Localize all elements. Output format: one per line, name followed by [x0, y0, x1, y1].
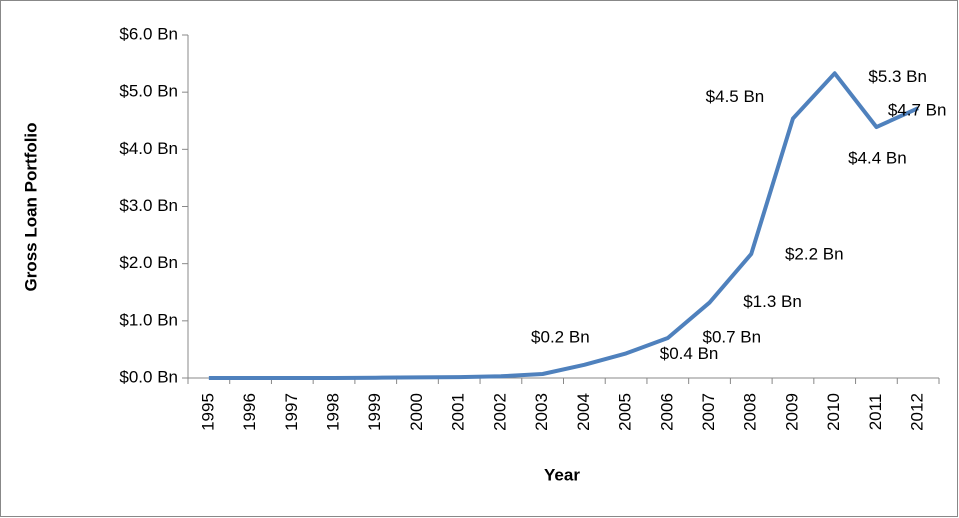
x-tick-label: 1995: [198, 393, 217, 431]
x-tick-label: 2010: [824, 393, 843, 431]
x-tick-label: 1996: [240, 393, 259, 431]
x-tick-label: 2001: [449, 393, 468, 431]
x-tick-label: 2012: [908, 393, 927, 431]
x-tick-label: 2002: [490, 393, 509, 431]
data-label: $4.4 Bn: [848, 149, 907, 168]
y-axis-title: Gross Loan Portfolio: [21, 122, 40, 291]
x-tick-label: 2000: [407, 393, 426, 431]
x-tick-label: 2011: [866, 394, 885, 431]
x-tick-label: 2005: [616, 393, 635, 431]
y-tick-label: $3.0 Bn: [119, 196, 178, 215]
x-tick-label: 2003: [532, 393, 551, 431]
x-axis-title: Year: [544, 465, 580, 484]
x-tick-label: 2007: [699, 393, 718, 431]
data-label: $1.3 Bn: [743, 292, 802, 311]
x-tick-label: 1997: [282, 393, 301, 431]
y-tick-label: $5.0 Bn: [119, 82, 178, 101]
y-tick-label: $1.0 Bn: [119, 310, 178, 329]
y-tick-label: $4.0 Bn: [119, 139, 178, 158]
x-tick-label: 1999: [365, 393, 384, 431]
data-label: $4.5 Bn: [706, 87, 765, 106]
y-tick-label: $0.0 Bn: [119, 367, 178, 386]
x-tick-label: 2008: [741, 393, 760, 431]
x-tick-label: 2004: [574, 393, 593, 431]
data-label: $5.3 Bn: [868, 67, 927, 86]
x-tick-label: 2006: [657, 393, 676, 431]
x-tick-label: 1998: [324, 393, 343, 431]
y-tick-label: $6.0 Bn: [119, 24, 178, 43]
y-tick-label: $2.0 Bn: [119, 253, 178, 272]
data-line: [208, 71, 919, 380]
data-label: $0.4 Bn: [660, 344, 719, 363]
data-label: $0.2 Bn: [531, 327, 590, 346]
x-tick-label: 2009: [782, 393, 801, 431]
data-label: $2.2 Bn: [785, 244, 844, 263]
data-label: $0.7 Bn: [703, 327, 762, 346]
data-label: $4.7 Bn: [888, 101, 947, 120]
